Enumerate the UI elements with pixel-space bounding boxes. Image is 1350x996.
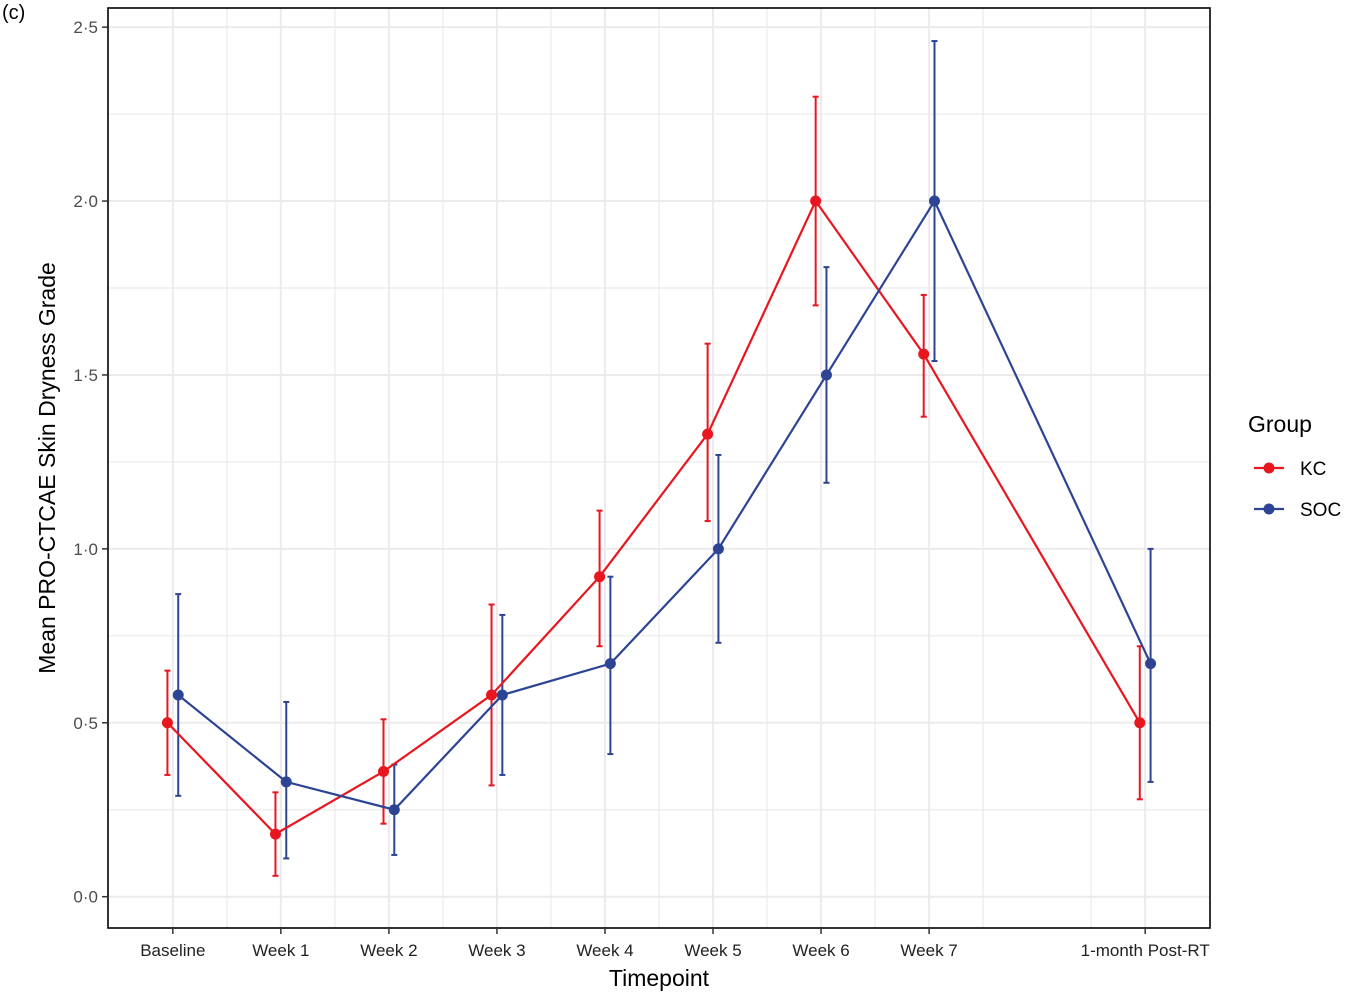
data-point-kc bbox=[594, 571, 606, 583]
data-point-kc bbox=[810, 195, 822, 207]
legend-key-point-soc bbox=[1263, 503, 1275, 515]
y-tick-label: 2·0 bbox=[73, 192, 98, 211]
legend: Group KC SOC bbox=[1248, 411, 1341, 521]
data-point-kc bbox=[702, 428, 714, 440]
grid-lines bbox=[108, 8, 1210, 928]
x-tick-label: Week 4 bbox=[576, 941, 633, 960]
y-tick-label: 0·0 bbox=[73, 888, 98, 907]
data-point-kc bbox=[269, 828, 281, 840]
data-point-soc bbox=[820, 369, 832, 381]
data-point-kc bbox=[918, 348, 930, 360]
data-point-soc bbox=[280, 776, 292, 788]
x-axis-title: Timepoint bbox=[609, 965, 710, 991]
x-tick-label: Week 2 bbox=[360, 941, 417, 960]
legend-title: Group bbox=[1248, 411, 1312, 437]
panel-label: (c) bbox=[2, 2, 26, 24]
data-point-soc bbox=[496, 689, 508, 701]
y-axis-ticks: 0·0 0·5 1·0 1·5 2·0 2·5 bbox=[73, 18, 108, 907]
x-tick-label: Baseline bbox=[140, 941, 205, 960]
x-axis-ticks: Baseline Week 1 Week 2 Week 3 Week 4 Week 5 We… bbox=[140, 928, 1210, 960]
x-tick-label: Week 3 bbox=[468, 941, 525, 960]
x-tick-label: Week 6 bbox=[792, 941, 849, 960]
data-point-soc bbox=[172, 689, 184, 701]
data-point-kc bbox=[1134, 717, 1146, 729]
x-tick-label: Week 1 bbox=[252, 941, 309, 960]
legend-label-soc: SOC bbox=[1300, 500, 1341, 521]
y-tick-label: 2·5 bbox=[73, 18, 98, 37]
x-tick-label: 1-month Post-RT bbox=[1081, 941, 1210, 960]
y-tick-label: 1·0 bbox=[73, 540, 98, 559]
data-point-kc bbox=[486, 689, 498, 701]
legend-label-kc: KC bbox=[1300, 459, 1326, 480]
data-point-soc bbox=[388, 804, 400, 816]
data-point-soc bbox=[929, 195, 940, 207]
y-tick-label: 1·5 bbox=[73, 366, 98, 385]
plot-border bbox=[107, 7, 1211, 929]
y-axis-title: Mean PRO-CTCAE Skin Dryness Grade bbox=[34, 262, 60, 674]
x-tick-label: Week 5 bbox=[684, 941, 741, 960]
data-point-soc bbox=[604, 658, 616, 670]
series-points bbox=[161, 195, 1157, 840]
y-tick-label: 0·5 bbox=[73, 714, 98, 733]
data-point-soc bbox=[712, 543, 724, 555]
data-point-kc bbox=[378, 765, 389, 777]
legend-key-point-kc bbox=[1263, 462, 1275, 474]
data-point-soc bbox=[1145, 658, 1157, 670]
x-tick-label: Week 7 bbox=[900, 941, 957, 960]
data-point-kc bbox=[161, 717, 173, 729]
